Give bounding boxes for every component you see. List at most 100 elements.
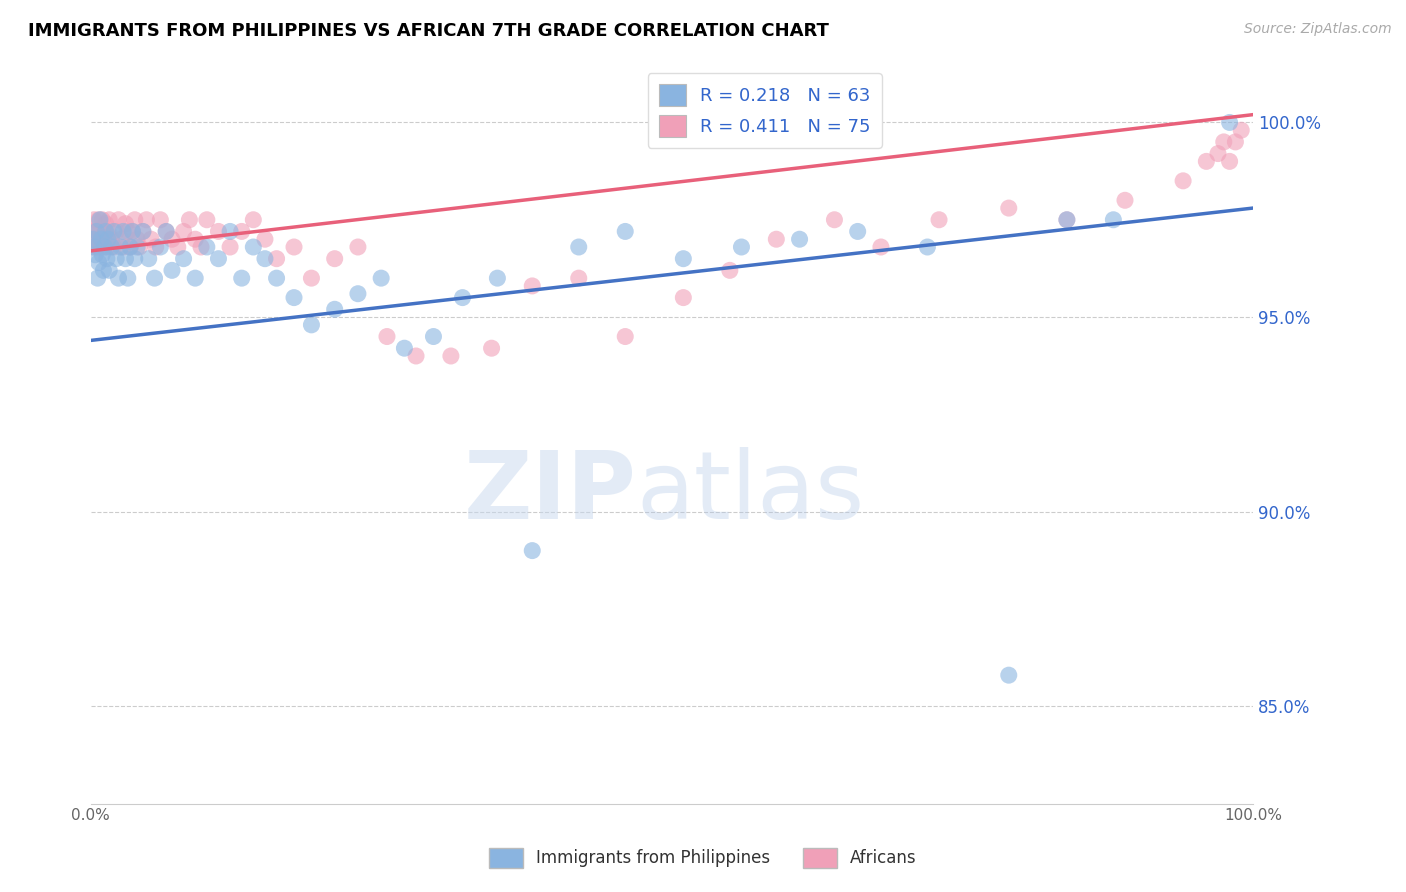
Text: atlas: atlas <box>637 447 865 539</box>
Point <box>114 217 136 231</box>
Point <box>323 302 346 317</box>
Point <box>114 252 136 266</box>
Point <box>120 240 142 254</box>
Point <box>84 248 107 262</box>
Point <box>124 252 146 266</box>
Point <box>179 212 201 227</box>
Point <box>84 232 107 246</box>
Point <box>100 232 122 246</box>
Point <box>160 263 183 277</box>
Point <box>301 318 323 332</box>
Point <box>103 240 125 254</box>
Point <box>87 212 110 227</box>
Point <box>87 255 110 269</box>
Legend: Immigrants from Philippines, Africans: Immigrants from Philippines, Africans <box>482 841 924 875</box>
Point <box>86 271 108 285</box>
Point <box>107 212 129 227</box>
Point <box>1056 212 1078 227</box>
Point <box>522 543 544 558</box>
Point <box>765 232 787 246</box>
Point <box>184 271 207 285</box>
Point <box>138 252 160 266</box>
Point <box>83 240 105 254</box>
Point <box>82 232 104 246</box>
Point <box>207 252 229 266</box>
Point <box>370 271 392 285</box>
Point <box>917 240 939 254</box>
Point <box>93 232 115 246</box>
Point <box>1102 212 1125 227</box>
Point <box>1056 212 1078 227</box>
Point <box>266 252 288 266</box>
Point <box>107 271 129 285</box>
Point <box>93 240 115 254</box>
Point <box>730 240 752 254</box>
Point <box>266 271 288 285</box>
Point <box>93 224 115 238</box>
Point <box>132 224 155 238</box>
Point <box>718 263 741 277</box>
Point <box>440 349 463 363</box>
Point <box>1195 154 1218 169</box>
Point <box>997 201 1019 215</box>
Point <box>1219 115 1241 129</box>
Point <box>160 232 183 246</box>
Text: ZIP: ZIP <box>464 447 637 539</box>
Text: Source: ZipAtlas.com: Source: ZipAtlas.com <box>1244 22 1392 37</box>
Point <box>173 224 195 238</box>
Point <box>80 224 103 238</box>
Point <box>86 224 108 238</box>
Point <box>347 286 370 301</box>
Point <box>96 240 118 254</box>
Point <box>405 349 427 363</box>
Point <box>90 232 112 246</box>
Point <box>98 263 121 277</box>
Point <box>96 252 118 266</box>
Point <box>870 240 893 254</box>
Point <box>155 224 177 238</box>
Point <box>207 224 229 238</box>
Point <box>103 224 125 238</box>
Point <box>672 252 695 266</box>
Legend: R = 0.218   N = 63, R = 0.411   N = 75: R = 0.218 N = 63, R = 0.411 N = 75 <box>648 73 882 148</box>
Point <box>184 232 207 246</box>
Point <box>928 212 950 227</box>
Point <box>486 271 509 285</box>
Point <box>253 252 276 266</box>
Point <box>105 252 128 266</box>
Point <box>100 240 122 254</box>
Point <box>1212 135 1234 149</box>
Point <box>149 240 172 254</box>
Point <box>1114 194 1136 208</box>
Point <box>823 212 845 227</box>
Point <box>93 263 115 277</box>
Point <box>422 329 444 343</box>
Point <box>110 240 132 254</box>
Point <box>89 224 111 238</box>
Point <box>149 212 172 227</box>
Point <box>195 240 218 254</box>
Point <box>1225 135 1247 149</box>
Point <box>231 224 253 238</box>
Point <box>375 329 398 343</box>
Point <box>91 248 114 262</box>
Point <box>253 232 276 246</box>
Point <box>145 240 167 254</box>
Point <box>127 232 149 246</box>
Point <box>82 240 104 254</box>
Point <box>94 217 117 231</box>
Point <box>143 271 166 285</box>
Point <box>97 232 120 246</box>
Point <box>789 232 811 246</box>
Point <box>1230 123 1253 137</box>
Point <box>112 240 135 254</box>
Point <box>132 224 155 238</box>
Point <box>86 224 108 238</box>
Point <box>190 240 212 254</box>
Point <box>231 271 253 285</box>
Point <box>568 271 591 285</box>
Point <box>614 329 637 343</box>
Point <box>94 224 117 238</box>
Point <box>155 224 177 238</box>
Point <box>219 240 242 254</box>
